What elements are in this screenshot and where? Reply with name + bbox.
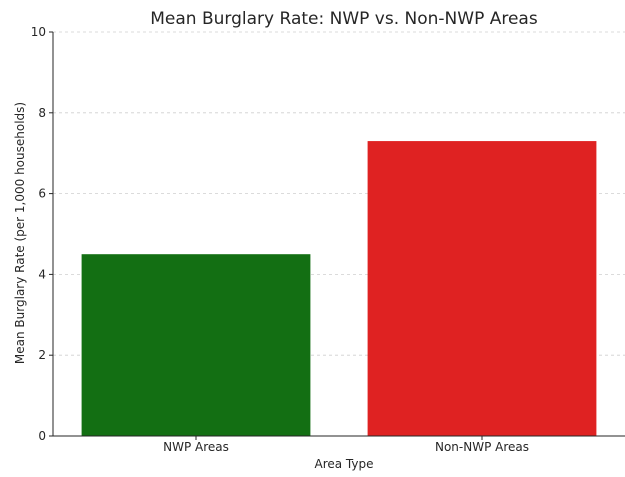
x-tick-label: Non-NWP Areas [435, 440, 529, 454]
y-tick-label: 4 [38, 267, 46, 281]
bars [81, 141, 597, 436]
bar-nwp-areas [81, 254, 311, 436]
axes [52, 32, 625, 437]
bar-non-nwp-areas [367, 141, 597, 436]
y-tick-label: 2 [38, 348, 46, 362]
chart-title: Mean Burglary Rate: NWP vs. Non-NWP Area… [150, 9, 538, 29]
y-axis-label: Mean Burglary Rate (per 1,000 households… [13, 102, 27, 364]
y-tick-label: 6 [38, 187, 46, 201]
x-tick-label: NWP Areas [163, 440, 229, 454]
y-tick-label: 0 [38, 429, 46, 443]
y-tick-label: 10 [31, 25, 46, 39]
y-ticks: 0 2 4 6 8 10 [31, 25, 53, 443]
x-ticks: NWP Areas Non-NWP Areas [163, 436, 529, 454]
x-axis-label: Area Type [315, 457, 374, 471]
y-tick-label: 8 [38, 106, 46, 120]
